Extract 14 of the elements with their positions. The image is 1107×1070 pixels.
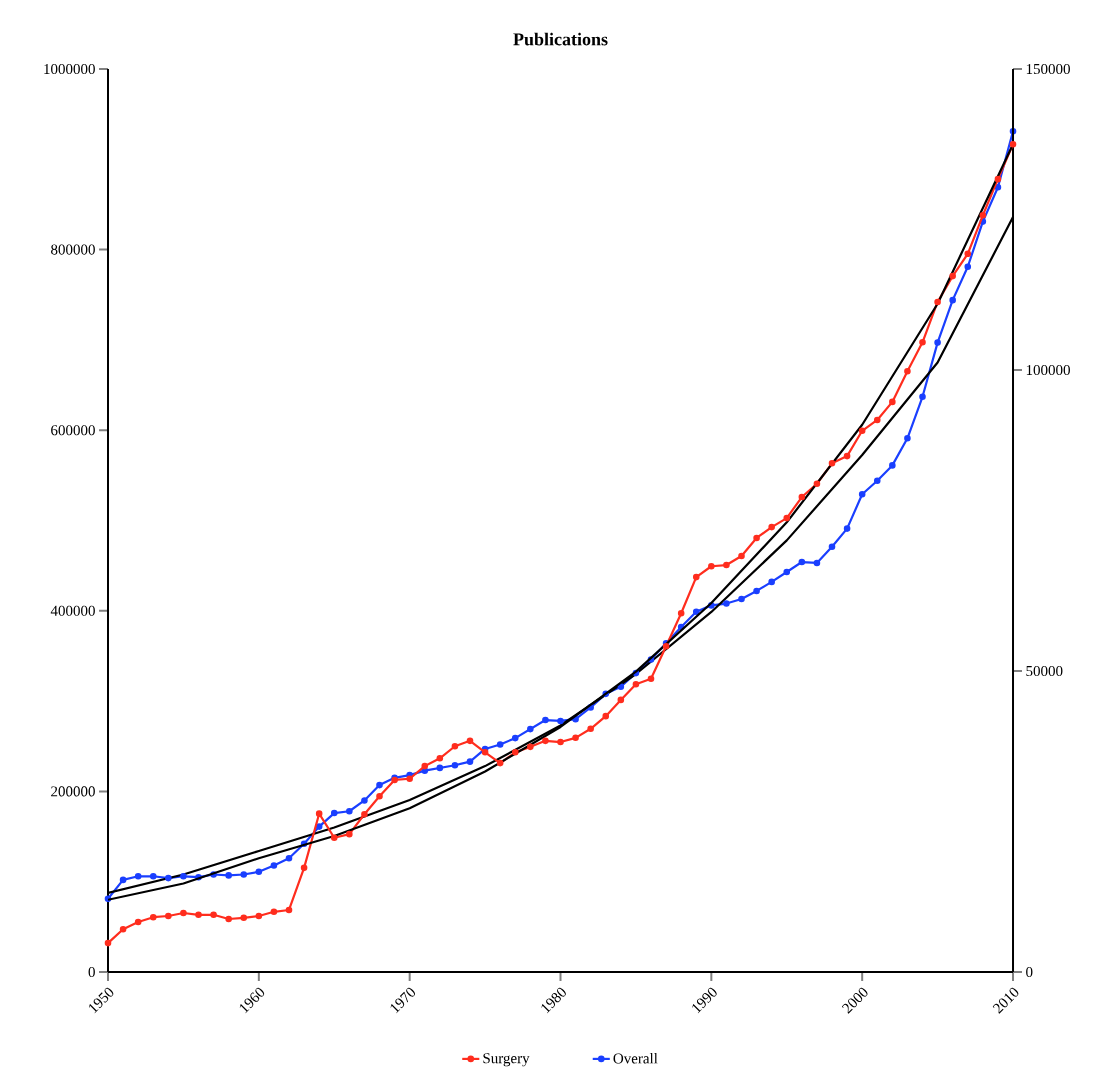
legend-label: Surgery xyxy=(483,1053,530,1067)
chart-title: Publications xyxy=(513,32,608,46)
y-tick-label: 200000 xyxy=(51,786,95,797)
y2-tick-label: 50000 xyxy=(1026,665,1063,677)
y2-tick-label: 0 xyxy=(1026,966,1033,978)
y2-tick-label: 150000 xyxy=(1026,63,1070,75)
y-tick-label: 1000000 xyxy=(44,63,95,75)
y-tick-label: 600000 xyxy=(51,425,95,436)
legend-label: Overall xyxy=(613,1052,658,1064)
y-tick-label: 400000 xyxy=(50,605,95,616)
y-tick-label: 0 xyxy=(88,966,95,978)
y2-tick-label: 100000 xyxy=(1026,364,1070,376)
x-tick-label: 1960 xyxy=(239,987,265,1014)
y-tick-label: 800000 xyxy=(51,244,95,255)
